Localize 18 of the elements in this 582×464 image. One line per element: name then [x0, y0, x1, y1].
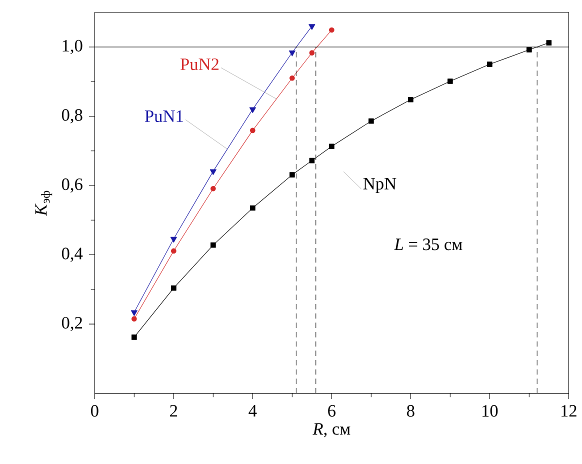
- text: NpN: [363, 178, 396, 194]
- y-tick-label: 0,4: [62, 248, 83, 262]
- x-axis-title: R, см: [312, 423, 350, 438]
- text: PuN1: [144, 110, 183, 122]
- x-tick-label: 12: [562, 405, 576, 417]
- y-tick-label: 0,6: [62, 178, 82, 193]
- x-tick-label: 10: [482, 405, 498, 417]
- y-tick-label: 0,2: [62, 316, 82, 332]
- annotation: L = 35 см: [394, 238, 462, 250]
- x-tick-label: 6: [328, 405, 336, 417]
- x-tick-label: 2: [170, 405, 178, 417]
- text: PuN2: [180, 58, 219, 70]
- y-axis-title: K$_{эф}$: [35, 190, 52, 216]
- x-tick-label: 0: [91, 405, 98, 417]
- y-tick-label: 0,8: [62, 109, 82, 124]
- x-tick-label: 8: [407, 405, 414, 417]
- y-tick-label: 1,0: [62, 40, 82, 54]
- x-tick-label: 4: [248, 405, 257, 416]
